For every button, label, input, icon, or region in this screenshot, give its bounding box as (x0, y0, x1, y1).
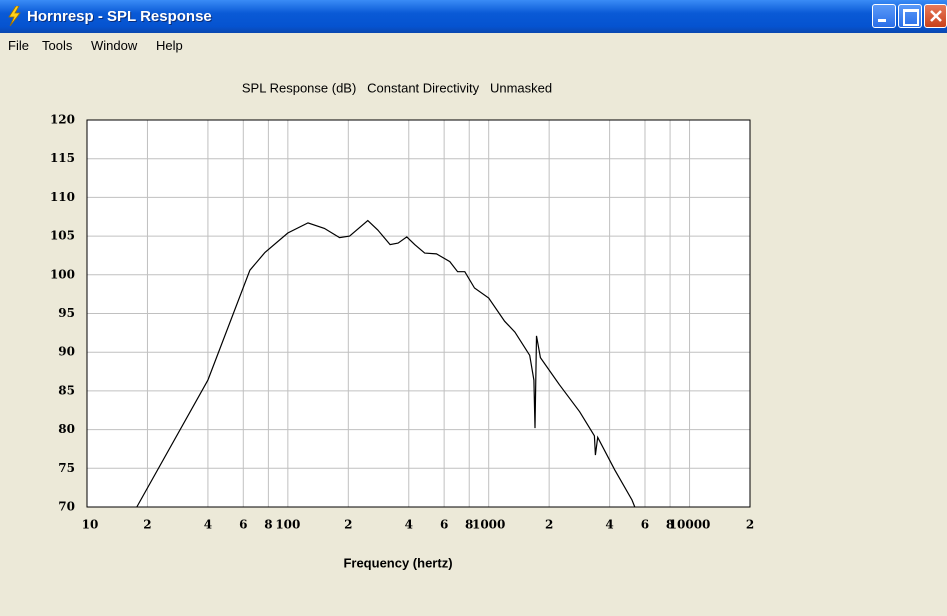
x-tick-label: 2 (545, 518, 553, 532)
x-tick-label: 6 (641, 518, 649, 532)
x-tick-label: 10000 (669, 518, 711, 532)
x-tick-label: 4 (405, 518, 413, 532)
minimize-button[interactable] (872, 4, 896, 28)
chart-title: SPL Response (dB) Constant Directivity U… (242, 80, 552, 95)
y-tick-label: 105 (50, 229, 75, 243)
x-tick-label: 4 (605, 518, 613, 532)
x-tick-label: 100 (275, 518, 300, 532)
plot-frame (86, 119, 751, 508)
y-tick-label: 75 (58, 461, 75, 475)
x-tick-label: 1000 (472, 518, 505, 532)
x-tick-label: 6 (239, 518, 247, 532)
close-button[interactable] (924, 4, 947, 28)
window-title: Hornresp - SPL Response (27, 8, 212, 25)
y-tick-label: 80 (58, 422, 75, 436)
app-icon (8, 6, 21, 26)
menu-bar: File Tools Window Help (0, 33, 947, 57)
y-tick-label: 70 (58, 500, 75, 514)
close-icon (930, 10, 942, 22)
y-tick-label: 95 (58, 306, 75, 320)
y-tick-label: 100 (50, 267, 75, 281)
chart: SPL Response (dB) Constant Directivity U… (50, 80, 754, 570)
title-bar: Hornresp - SPL Response (0, 0, 947, 33)
menu-item[interactable]: Tools (42, 38, 73, 53)
x-tick-label: 4 (204, 518, 212, 532)
y-tick-label: 110 (50, 190, 75, 204)
x-tick-label: 8 (465, 518, 473, 532)
x-tick-label: 2 (143, 518, 151, 532)
menu-item[interactable]: Window (91, 38, 138, 53)
x-tick-label: 2 (344, 518, 352, 532)
y-tick-label: 90 (58, 345, 75, 359)
spl-curve (136, 219, 636, 508)
y-tick-label: 85 (58, 383, 75, 397)
y-tick-label: 115 (50, 151, 75, 165)
x-tick-label: 8 (666, 518, 674, 532)
x-tick-label: 10 (82, 518, 99, 532)
x-tick-label: 6 (440, 518, 448, 532)
maximize-button[interactable] (898, 4, 922, 28)
menu-item[interactable]: File (8, 38, 29, 53)
x-axis-label: Frequency (hertz) (343, 555, 452, 570)
y-tick-label: 120 (50, 113, 75, 127)
menu-item[interactable]: Help (156, 38, 183, 53)
x-tick-label: 2 (746, 518, 754, 532)
x-tick-label: 8 (264, 518, 272, 532)
